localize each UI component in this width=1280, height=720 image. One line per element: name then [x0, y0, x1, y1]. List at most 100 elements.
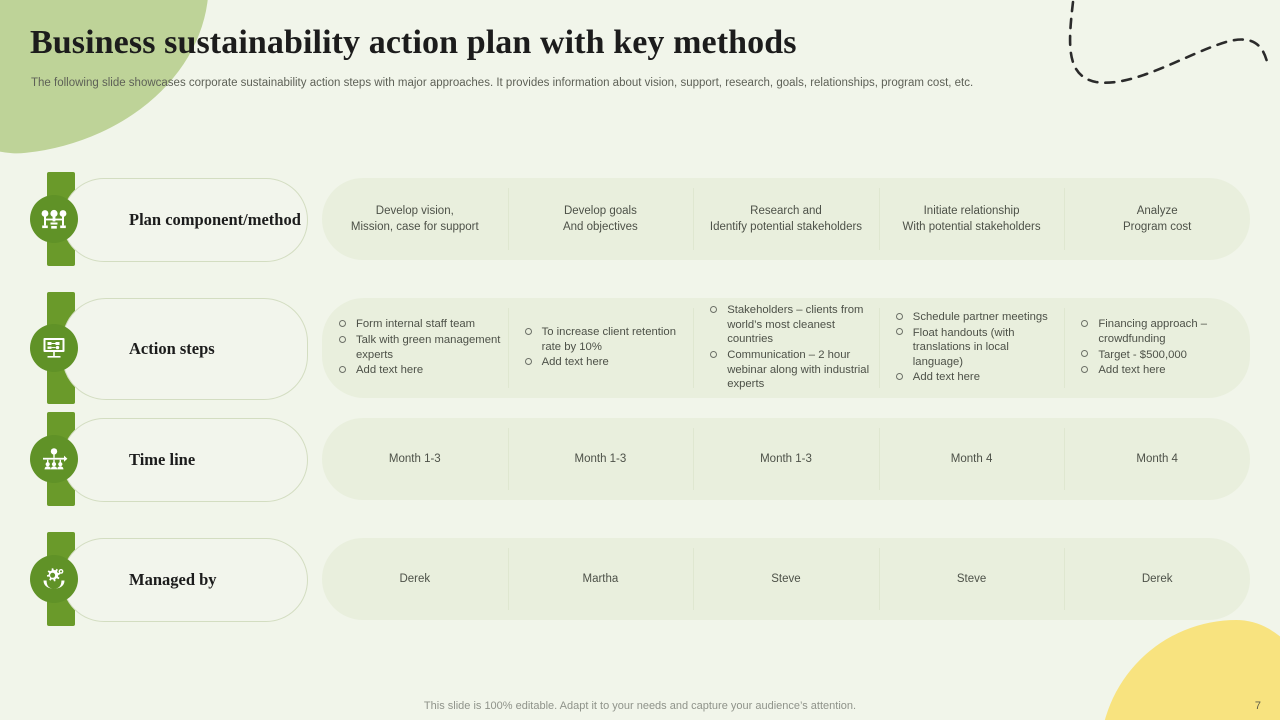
list-item: Target - $500,000: [1078, 348, 1244, 363]
list-item-text: Schedule partner meetings: [912, 311, 1048, 324]
cell: Derek: [1064, 538, 1250, 620]
bullet-icon: [524, 357, 532, 365]
row-label-time-line[interactable]: Time line: [30, 412, 308, 506]
cell: Analyze Program cost: [1064, 178, 1250, 260]
cell: Steve: [693, 538, 879, 620]
cell: Research and Identify potential stakehol…: [693, 178, 879, 260]
row-content-action-steps: Form internal staff team Talk with green…: [322, 298, 1250, 398]
list-item-text: Add text here: [356, 364, 424, 377]
cell-text: Derek: [1141, 573, 1173, 585]
row-label-text: Managed by: [129, 570, 217, 589]
cell: Month 1-3: [507, 418, 694, 500]
bullet-icon: [1081, 319, 1089, 327]
bullet-icon: [339, 335, 346, 343]
row-label-text: Time line: [129, 450, 196, 469]
list-item-text: Communication – 2 hour webinar along wit…: [727, 349, 870, 391]
list-item-text: Form internal staff team: [356, 318, 476, 331]
bullet-icon: [895, 372, 903, 380]
list-item: Add text here: [1078, 363, 1244, 378]
cell: Initiate relationship With potential sta…: [878, 178, 1065, 260]
plan-table: Plan component/method: [0, 172, 1280, 658]
cell-text: Steve: [771, 573, 801, 585]
bullet-icon: [524, 327, 532, 335]
cell-text: Initiate relationship With potential sta…: [902, 205, 1041, 233]
cell-text: Month 4: [950, 453, 993, 465]
cell: Stakeholders – clients from world’s most…: [693, 298, 879, 398]
decorative-dashed-curve-icon: [1068, 0, 1270, 84]
row-label-pill: Plan component/method: [62, 178, 308, 262]
bullet-icon: [895, 328, 903, 336]
cell-text: Derek: [399, 573, 431, 585]
cell: To increase client retention rate by 10%…: [507, 298, 694, 398]
bullet-icon: [339, 365, 346, 373]
page-subtitle: The following slide showcases corporate …: [31, 77, 974, 89]
bullet-icon: [710, 350, 718, 358]
row-label-text: Plan component/method: [129, 210, 301, 229]
list: Form internal staff team Talk with green…: [336, 317, 502, 378]
list-item-text: Float handouts (with translations in loc…: [912, 326, 1015, 368]
row-content-managed-by: Derek Martha Steve Steve Derek: [322, 538, 1250, 620]
cell: Form internal staff team Talk with green…: [322, 298, 508, 398]
list-item: Add text here: [522, 355, 688, 370]
cell: Month 1-3: [693, 418, 879, 500]
list-item: Add text here: [893, 370, 1059, 385]
row-content-plan-component: Develop vision, Mission, case for suppor…: [322, 178, 1250, 260]
list-item: Stakeholders – clients from world’s most…: [707, 303, 873, 347]
cell: Martha: [507, 538, 694, 620]
list-item: Add text here: [336, 363, 502, 378]
list-item-text: Target - $500,000: [1098, 348, 1187, 361]
cell-text: Develop vision, Mission, case for suppor…: [350, 205, 479, 233]
list: Schedule partner meetings Float handouts…: [893, 310, 1059, 386]
cell-text: Month 1-3: [574, 453, 627, 465]
list: Stakeholders – clients from world’s most…: [707, 303, 873, 393]
bullet-icon: [339, 319, 346, 327]
list-item: Financing approach – crowdfunding: [1078, 317, 1244, 346]
bullet-icon: [1081, 350, 1089, 358]
page-title: Business sustainability action plan with…: [30, 24, 797, 61]
list-item-text: To increase client retention rate by 10%: [541, 326, 676, 353]
cell: Month 4: [1064, 418, 1250, 500]
cell: Month 1-3: [322, 418, 508, 500]
bullet-icon: [710, 305, 718, 313]
row-label-managed-by[interactable]: Managed by: [30, 532, 308, 626]
cell-text: Month 1-3: [388, 453, 441, 465]
cell: Schedule partner meetings Float handouts…: [878, 298, 1065, 398]
row-label-pill: Managed by: [62, 538, 308, 622]
cell-text: Month 4: [1136, 453, 1178, 465]
list: To increase client retention rate by 10%…: [522, 325, 688, 371]
cell: Develop vision, Mission, case for suppor…: [322, 178, 508, 260]
cell: Month 4: [878, 418, 1065, 500]
table-row: Action steps: [0, 292, 1280, 404]
footer-note: This slide is 100% editable. Adapt it to…: [423, 700, 857, 712]
row-label-plan-component[interactable]: Plan component/method: [30, 172, 308, 266]
list-item-text: Financing approach – crowdfunding: [1098, 318, 1208, 345]
list-item: Talk with green management experts: [336, 333, 502, 362]
strategy-plan-icon: [30, 195, 78, 243]
list-item: Schedule partner meetings: [893, 310, 1059, 325]
list-item-text: Add text here: [1098, 364, 1166, 377]
row-label-pill: Time line: [62, 418, 308, 502]
list-item-text: Talk with green management experts: [356, 333, 501, 361]
list-item-text: Stakeholders – clients from world’s most…: [727, 304, 864, 346]
list-item-text: Add text here: [541, 356, 609, 369]
timeline-people-icon: [30, 435, 78, 483]
table-row: Managed by Derek Martha Steve: [0, 532, 1280, 626]
cell-text: Martha: [582, 573, 619, 585]
row-label-pill: Action steps: [62, 298, 308, 400]
page-number: 7: [1254, 700, 1261, 712]
row-label-action-steps[interactable]: Action steps: [30, 292, 308, 404]
table-row: Plan component/method: [0, 172, 1280, 266]
row-label-text: Action steps: [129, 339, 215, 358]
cell: Steve: [878, 538, 1065, 620]
row-content-time-line: Month 1-3 Month 1-3 Month 1-3 Month 4 Mo…: [322, 418, 1250, 500]
gear-hands-icon: [30, 555, 78, 603]
list-item: Communication – 2 hour webinar along wit…: [707, 348, 873, 392]
presentation-board-icon: [30, 324, 78, 372]
cell-text: Month 1-3: [760, 453, 812, 465]
cell-text: Develop goals And objectives: [562, 205, 638, 233]
list-item: Float handouts (with translations in loc…: [893, 326, 1059, 370]
bullet-icon: [895, 312, 903, 320]
list-item: Form internal staff team: [336, 317, 502, 332]
cell: Develop goals And objectives: [507, 178, 694, 260]
